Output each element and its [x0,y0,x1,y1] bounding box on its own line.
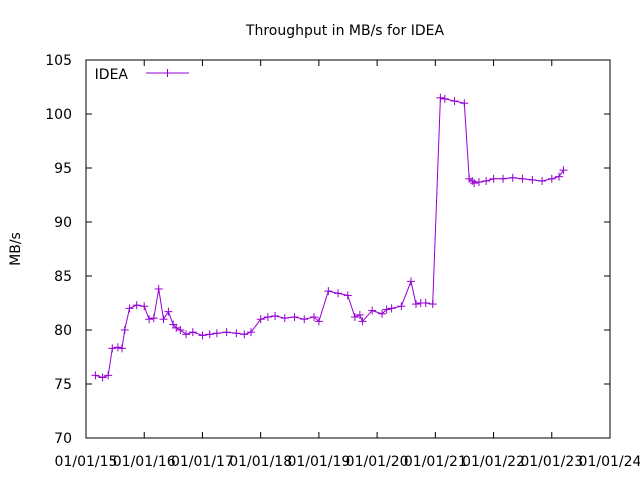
y-tick-label: 90 [54,215,72,231]
series-line-idea [95,97,564,379]
x-tick-label: 01/01/23 [520,454,583,470]
data-point [271,311,280,320]
x-tick-label: 01/01/21 [404,454,467,470]
legend: IDEA [95,67,189,83]
data-point [113,343,122,352]
chart-title: Throughput in MB/s for IDEA [245,23,445,39]
data-point [528,175,537,184]
x-tick-label: 01/01/24 [579,454,640,470]
data-point [355,310,364,319]
data-point [182,330,191,339]
data-point [154,284,163,293]
data-point [324,287,333,296]
data-point [489,174,498,183]
data-point [547,174,556,183]
data-point [205,330,214,339]
data-point [387,304,396,313]
data-point [104,371,113,380]
data-point [378,309,387,318]
data-point [421,299,430,307]
y-tick-label: 75 [54,377,72,393]
x-tick-label: 01/01/15 [55,454,118,470]
x-tick-label: 01/01/20 [346,454,409,470]
data-point [263,313,272,322]
data-point [397,302,406,311]
data-point [440,94,449,103]
data-point [120,326,129,334]
data-point [125,304,134,313]
data-point [343,291,352,300]
data-point [368,306,377,315]
data-point [428,300,437,309]
data-point [212,329,221,338]
y-axis-label: MB/s [8,232,24,266]
data-point [159,315,168,324]
data-point [474,178,483,187]
data-point [222,328,231,337]
x-tick-label: 01/01/22 [462,454,525,470]
data-point [280,314,289,323]
data-point [508,173,517,182]
data-point [482,176,491,185]
data-point [559,166,568,175]
y-tick-label: 105 [45,53,72,69]
y-tick-label: 100 [45,107,72,123]
data-point [240,330,249,339]
data-point [350,313,359,322]
legend-marker-idea [163,69,172,77]
data-point [518,174,527,183]
data-point [290,313,299,322]
data-point [145,315,154,324]
data-point [108,344,117,353]
data-point [232,329,241,338]
data-point [334,289,343,298]
plot-frame [85,59,611,439]
data-point [176,326,185,334]
data-point [382,305,391,314]
x-tick-label: 01/01/18 [229,454,292,470]
data-point [309,313,318,322]
data-point [91,371,100,380]
data-point [460,99,469,108]
data-point [98,373,107,382]
data-point [300,315,309,324]
data-point [468,176,477,185]
y-tick-label: 95 [54,161,72,177]
data-point [256,315,265,324]
data-point [538,176,547,185]
legend-label-idea: IDEA [95,67,129,83]
data-point [164,307,173,316]
data-point [198,331,207,340]
y-tick-label: 70 [54,431,72,447]
data-point [411,300,420,309]
x-tick-label: 01/01/19 [287,454,350,470]
data-point [436,93,445,102]
data-point [140,302,149,311]
data-point [450,97,459,106]
y-tick-label: 80 [54,323,72,339]
data-point [470,179,479,188]
data-point [172,323,181,332]
x-tick-label: 01/01/17 [171,454,234,470]
data-point [118,344,127,353]
x-tick-label: 01/01/16 [113,454,176,470]
data-point [246,328,255,337]
data-point [407,277,416,286]
data-point [358,317,367,326]
data-point [132,301,141,310]
data-point [149,314,158,323]
axis-ticks: 70758085909510010501/01/1501/01/1601/01/… [45,53,640,470]
y-tick-label: 85 [54,269,72,285]
data-point [314,317,323,326]
plot-area [91,93,568,382]
data-point [499,174,508,183]
data-point [188,328,197,337]
data-point [554,172,563,181]
